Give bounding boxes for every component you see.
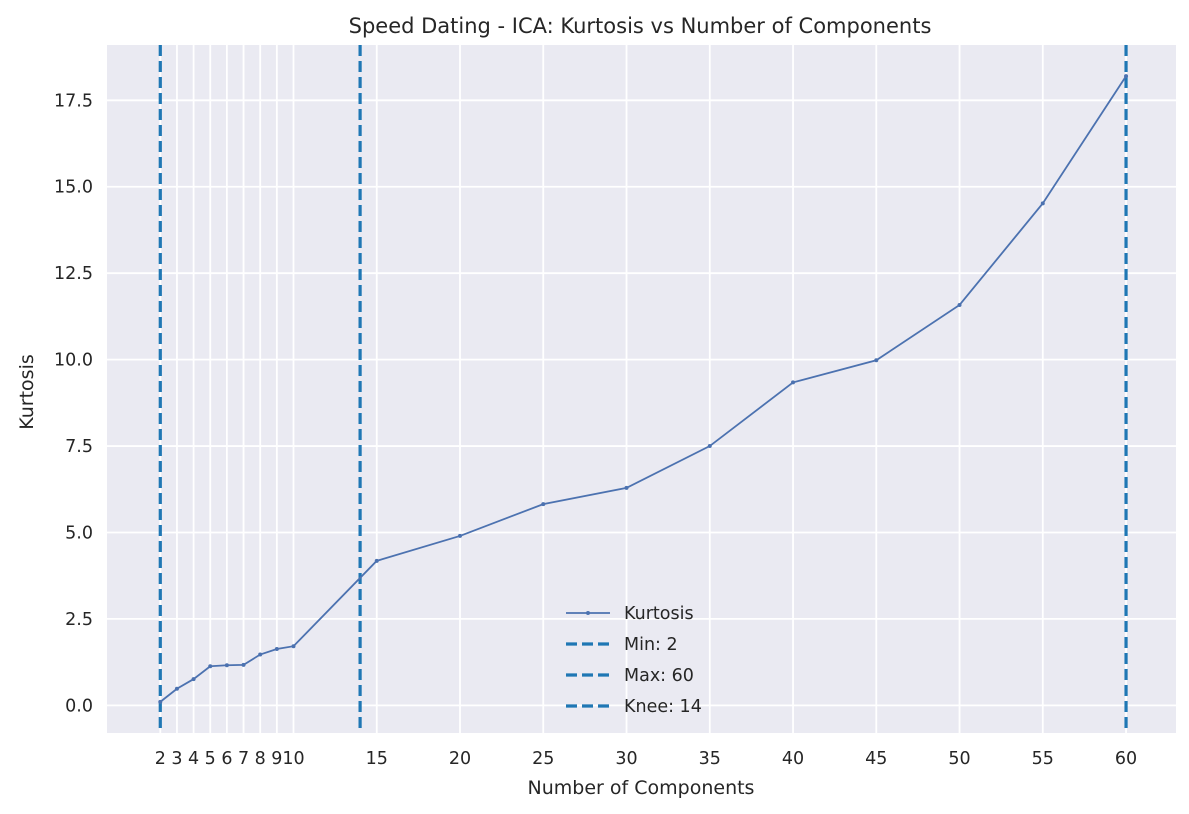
y-tick-label: 15.0: [54, 178, 93, 198]
x-tick-label: 8: [255, 749, 266, 769]
y-tick-label: 12.5: [54, 264, 93, 284]
data-point: [1124, 74, 1129, 79]
x-tick-label: 3: [171, 749, 182, 769]
x-tick-label: 4: [188, 749, 199, 769]
reference-lines: [158, 45, 1128, 733]
data-point: [874, 358, 879, 363]
legend-marker: [586, 611, 590, 615]
x-tick-label: 20: [449, 749, 471, 769]
y-tick-label: 0.0: [65, 696, 93, 716]
data-point: [541, 502, 546, 507]
y-tick-label: 17.5: [54, 91, 93, 111]
x-axis-ticks: 2 3 4 5 6 7 8 9 10 15 20 25 30 35 40 45 50 55 60: [155, 749, 1137, 769]
x-tick-label: 60: [1115, 749, 1137, 769]
data-point: [624, 485, 629, 490]
legend-label: Knee: 14: [624, 697, 702, 717]
x-tick-label: 45: [865, 749, 887, 769]
y-axis-label: Kurtosis: [16, 354, 38, 430]
y-tick-label: 5.0: [65, 523, 93, 543]
data-point: [458, 533, 463, 538]
x-tick-label: 6: [221, 749, 232, 769]
data-point: [291, 644, 296, 649]
data-point: [208, 664, 213, 669]
data-point: [274, 646, 279, 651]
x-tick-label: 15: [366, 749, 388, 769]
grid: [107, 45, 1176, 733]
legend: Kurtosis Min: 2 Max: 60 Knee: 14: [566, 604, 702, 717]
y-tick-label: 7.5: [65, 437, 93, 457]
data-point: [158, 699, 163, 704]
x-tick-label: 40: [782, 749, 804, 769]
data-point: [241, 662, 246, 667]
legend-label: Min: 2: [624, 635, 678, 655]
data-point: [174, 686, 179, 691]
x-tick-label: 55: [1032, 749, 1054, 769]
y-tick-label: 10.0: [54, 351, 93, 371]
data-point: [191, 677, 196, 682]
y-axis-ticks: 0.0 2.5 5.0 7.5 10.0 12.5 15.0 17.5: [54, 91, 93, 716]
data-point: [957, 302, 962, 307]
data-point: [707, 444, 712, 449]
x-tick-label: 10: [282, 749, 304, 769]
data-point: [374, 558, 379, 563]
x-axis-label: Number of Components: [528, 777, 755, 799]
x-tick-label: 25: [532, 749, 554, 769]
series-layer: [158, 74, 1129, 704]
data-point: [258, 652, 263, 657]
data-point: [791, 380, 796, 385]
legend-label: Max: 60: [624, 666, 694, 686]
data-point: [224, 663, 229, 668]
x-tick-label: 7: [238, 749, 249, 769]
data-point: [1040, 201, 1045, 206]
y-tick-label: 2.5: [65, 610, 93, 630]
x-tick-label: 9: [271, 749, 282, 769]
x-tick-label: 30: [615, 749, 637, 769]
chart-title: Speed Dating - ICA: Kurtosis vs Number o…: [349, 14, 932, 38]
legend-label: Kurtosis: [624, 604, 694, 624]
plot-background: [107, 45, 1176, 733]
x-tick-label: 50: [948, 749, 970, 769]
x-tick-label: 5: [205, 749, 216, 769]
x-tick-label: 2: [155, 749, 166, 769]
x-tick-label: 35: [699, 749, 721, 769]
